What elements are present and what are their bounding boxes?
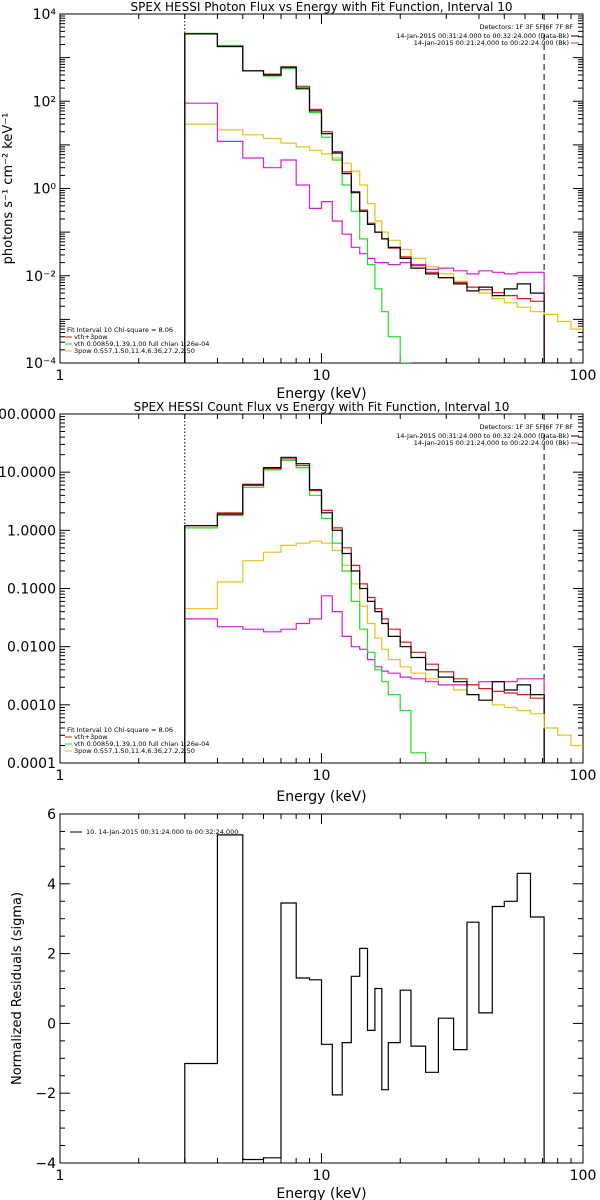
- y-axis-ticks: [60, 15, 583, 364]
- y-axis-label: Normalized Residuals (sigma): [10, 892, 25, 1085]
- x-tick-label: 100: [570, 368, 597, 384]
- x-tick-label: 10: [313, 1168, 331, 1184]
- x-axis-ticks: [59, 414, 572, 763]
- chart-panel-1: SPEX HESSI Photon Flux vs Energy with Fi…: [1, 0, 597, 402]
- chart-title: SPEX HESSI Photon Flux vs Energy with Fi…: [131, 0, 513, 14]
- legend-top: Detectors: 1F 3F 5F 6F 7F 8F14-Jan-2015 …: [396, 423, 579, 447]
- series-1-line: [184, 33, 545, 363]
- y-tick-label: 2: [47, 947, 56, 963]
- legend-top: 10. 14-Jan-2015 00:31:24.000 to 00:32:24…: [70, 828, 238, 836]
- y-tick-label: 10.0000: [0, 465, 56, 481]
- legend-header: Fit Interval 10 Chi-square = 8.06: [67, 326, 173, 334]
- legend-header: Detectors: 1F 3F 5F 6F 7F 8F: [479, 23, 573, 31]
- y-tick-label: −2: [35, 1086, 56, 1102]
- legend-entry: vth 0.00859,1.39,1.00 full chian 1.26e-0…: [74, 340, 209, 348]
- x-tick-label: 100: [570, 1168, 597, 1184]
- legend-entry: vth+3pow: [74, 733, 108, 741]
- x-tick-label: 10: [313, 768, 331, 784]
- x-tick-label: 10: [313, 368, 331, 384]
- series-2-line: [184, 459, 427, 763]
- legend-header: Fit Interval 10 Chi-square = 8.06: [67, 726, 173, 734]
- series-3-line: [184, 123, 545, 363]
- legend-bottom: Fit Interval 10 Chi-square = 8.06vth+3po…: [65, 326, 209, 355]
- x-axis-label: Energy (keV): [276, 386, 366, 402]
- legend-entry: 10. 14-Jan-2015 00:31:24.000 to 00:32:24…: [86, 828, 238, 836]
- series-0-line: [184, 834, 545, 1163]
- y-tick-label: 0.0100: [7, 640, 56, 656]
- y-tick-label: 4: [47, 877, 56, 893]
- series-group: [184, 834, 545, 1163]
- x-axis-ticks: [59, 814, 572, 1163]
- legend-bottom: Fit Interval 10 Chi-square = 8.06vth+3po…: [65, 726, 209, 755]
- x-axis-label: Energy (keV): [276, 1186, 366, 1200]
- legend-top: Detectors: 1F 3F 5F 6F 7F 8F14-Jan-2015 …: [396, 23, 579, 47]
- y-axis-ticks: [60, 416, 583, 764]
- series-3-tail: [544, 727, 583, 747]
- legend-entry: 14-Jan-2015 00:31:24.000 to 00:32:24.000…: [396, 432, 569, 440]
- y-tick-label: 10⁰: [33, 182, 57, 198]
- x-axis-ticks: [59, 14, 572, 363]
- y-tick-label: 0: [47, 1016, 56, 1032]
- legend-entry: 3pow 0.557,1.50,11.4,6.36,27.2,2.50: [74, 347, 195, 355]
- legend-header: Detectors: 1F 3F 5F 6F 7F 8F: [479, 423, 573, 431]
- y-tick-label: 1.0000: [7, 523, 56, 539]
- series-4-line: [184, 102, 545, 363]
- y-tick-label: 10⁻²: [25, 269, 56, 285]
- x-tick-label: 1: [56, 768, 65, 784]
- legend-entry: 3pow 0.557,1.50,11.4,6.36,27.2,2.50: [74, 747, 195, 755]
- series-3-line: [184, 540, 545, 763]
- legend-entry: vth+3pow: [74, 333, 108, 341]
- y-tick-label: 10⁴: [33, 7, 57, 23]
- x-tick-label: 1: [56, 368, 65, 384]
- series-3-tail: [544, 313, 583, 330]
- x-axis-label: Energy (keV): [276, 789, 366, 805]
- legend-entry: 14-Jan-2015 00:21:24.000 to 00:22:24.000…: [414, 39, 569, 47]
- x-tick-label: 100: [570, 768, 597, 784]
- series-group: [184, 456, 583, 763]
- y-tick-label: 10²: [33, 94, 56, 110]
- y-tick-label: 100.0000: [0, 407, 56, 423]
- legend-entry: 14-Jan-2015 00:31:24.000 to 00:32:24.000…: [396, 32, 569, 40]
- y-tick-label: 0.1000: [7, 582, 56, 598]
- y-tick-label: 0.0001: [7, 756, 56, 772]
- series-group: [184, 32, 583, 363]
- y-tick-label: 6: [47, 807, 56, 823]
- y-tick-label: −4: [35, 1156, 56, 1172]
- chart-panel-2: SPEX HESSI Count Flux vs Energy with Fit…: [0, 400, 597, 805]
- y-tick-label: 0.0010: [7, 698, 56, 714]
- chart-panel-3: 1 10 100 −4 −2 0 2 4 6 Energy (keV) Normalized Res…: [10, 807, 596, 1200]
- y-axis-label: photons s⁻¹ cm⁻² keV⁻¹: [1, 113, 16, 265]
- plot-frame: [59, 13, 584, 364]
- series-0-line: [184, 33, 545, 363]
- chart-title: SPEX HESSI Count Flux vs Energy with Fit…: [134, 400, 510, 414]
- x-tick-label: 1: [56, 1168, 65, 1184]
- legend-entry: vth 0.00859,1.39,1.00 full chian 1.26e-0…: [74, 740, 209, 748]
- series-1-line: [184, 458, 545, 763]
- y-tick-label: 10⁻⁴: [25, 356, 56, 372]
- series-0-line: [184, 456, 545, 763]
- legend-entry: 14-Jan-2015 00:21:24.000 to 00:22:24.000…: [414, 439, 569, 447]
- plot-frame: [59, 413, 584, 764]
- y-axis-ticks: [60, 813, 583, 1164]
- series-2-line: [184, 32, 412, 363]
- series-4-line: [184, 595, 545, 763]
